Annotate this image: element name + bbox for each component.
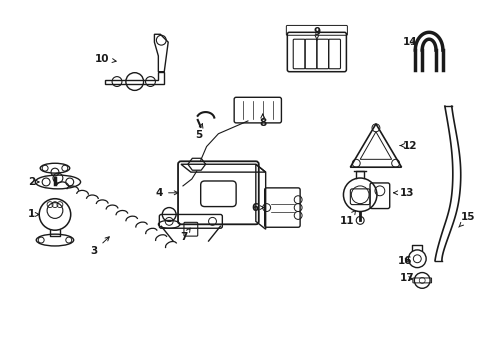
Text: 12: 12 [399,140,417,150]
Text: 9: 9 [313,27,320,40]
Text: 5: 5 [195,124,203,140]
Text: 4: 4 [155,188,178,198]
Text: 15: 15 [458,212,475,227]
Text: 11: 11 [340,210,355,226]
Text: 17: 17 [399,274,414,283]
Text: 7: 7 [180,228,190,242]
Text: 16: 16 [397,256,412,266]
Text: 8: 8 [259,114,266,128]
Text: 6: 6 [251,203,264,212]
Text: 3: 3 [91,237,109,256]
Text: 1: 1 [28,210,39,220]
Text: 2: 2 [28,177,39,187]
Text: 13: 13 [393,188,414,198]
Text: 10: 10 [95,54,116,64]
Text: 14: 14 [402,37,417,47]
